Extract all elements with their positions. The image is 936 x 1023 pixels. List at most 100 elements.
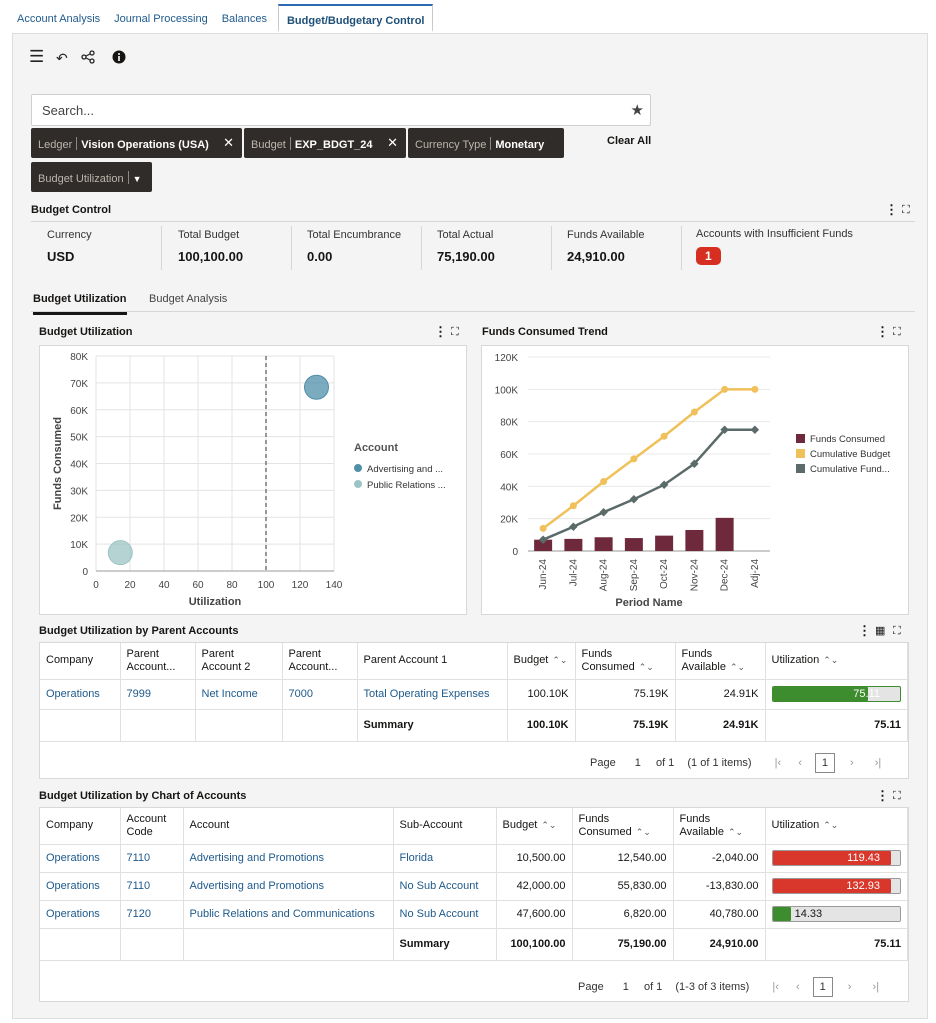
filter-chip-currency-type[interactable]: Currency Type Monetary	[408, 128, 564, 158]
y-tick-label: 70K	[70, 379, 88, 390]
page-input[interactable]: 1	[634, 757, 641, 769]
first-page-icon[interactable]: |‹	[772, 981, 779, 993]
tab-budget-utilization[interactable]: Budget Utilization	[33, 293, 127, 315]
undo-icon[interactable]: ↶	[56, 50, 68, 66]
col-budget[interactable]: Budget ⌃⌄	[507, 643, 576, 680]
col-utilization[interactable]: Utilization ⌃⌄	[765, 643, 908, 680]
budget-cell: 42,000.00	[496, 872, 573, 901]
clear-all-link[interactable]: Clear All	[607, 135, 652, 147]
parent-accounts-table: Company Parent Account... Parent Account…	[40, 643, 908, 742]
account-code-link[interactable]: 7110	[120, 872, 184, 901]
col-parent-account-2[interactable]: Parent Account 2	[195, 643, 283, 680]
more-options-icon[interactable]: ⋮	[876, 788, 889, 803]
tab-budget-analysis[interactable]: Budget Analysis	[149, 293, 228, 305]
parent-account-1-link[interactable]: Total Operating Expenses	[357, 679, 508, 710]
account-link[interactable]: Advertising and Promotions	[183, 872, 394, 901]
table-view-icon[interactable]: ▦	[875, 625, 886, 637]
company-link[interactable]: Operations	[40, 679, 121, 710]
more-options-icon[interactable]: ⋮	[876, 324, 889, 339]
sort-icon[interactable]: ⌃⌄	[541, 820, 557, 831]
sub-account-link[interactable]: No Sub Account	[393, 900, 497, 929]
col-parent-account-3[interactable]: Parent Account...	[120, 643, 196, 680]
share-icon[interactable]	[81, 50, 95, 67]
current-page-button[interactable]: 1	[814, 753, 835, 773]
sort-icon[interactable]: ⌃⌄	[729, 661, 746, 672]
sort-icon[interactable]: ⌃⌄	[727, 826, 744, 837]
line-point	[751, 385, 759, 393]
parent-account-4-link[interactable]: 7000	[282, 679, 358, 710]
col-sub-account[interactable]: Sub-Account	[393, 808, 497, 845]
company-link[interactable]: Operations	[40, 872, 121, 901]
filter-chip-ledger[interactable]: Ledger Vision Operations (USA) ✕	[31, 128, 242, 158]
sort-icon[interactable]: ⌃⌄	[823, 820, 839, 831]
favorite-star-icon[interactable]: ★	[630, 102, 644, 119]
parent-account-3-link[interactable]: 7999	[120, 679, 196, 710]
sort-icon[interactable]: ⌃⌄	[638, 661, 654, 672]
filter-chip-budget-utilization[interactable]: Budget Utilization ▼	[31, 162, 152, 192]
page-input[interactable]: 1	[622, 981, 629, 993]
utilization-bar: 119.43	[771, 850, 901, 866]
empty-cell	[120, 709, 196, 742]
col-parent-account-4[interactable]: Parent Account...	[282, 643, 358, 680]
maximize-icon[interactable]: ⛶	[893, 625, 901, 637]
col-funds-consumed[interactable]: Funds Consumed ⌃⌄	[572, 808, 674, 845]
maximize-icon[interactable]: ⛶	[893, 790, 901, 802]
sub-account-link[interactable]: No Sub Account	[393, 872, 497, 901]
next-page-icon[interactable]: ›	[847, 981, 852, 993]
info-icon[interactable]	[112, 50, 126, 67]
remove-filter-icon[interactable]: ✕	[223, 135, 234, 150]
filter-value: Monetary	[495, 139, 545, 151]
more-options-icon[interactable]: ⋮	[858, 623, 871, 638]
maximize-icon[interactable]: ⛶	[902, 204, 910, 216]
last-page-icon[interactable]: ›|	[872, 981, 880, 993]
sort-icon[interactable]: ⌃⌄	[552, 655, 568, 666]
kpi-label: Currency	[47, 229, 92, 241]
account-link[interactable]: Advertising and Promotions	[183, 844, 394, 873]
sub-account-link[interactable]: Florida	[393, 844, 497, 873]
col-company[interactable]: Company	[40, 643, 121, 680]
col-parent-account-1[interactable]: Parent Account 1	[357, 643, 508, 680]
next-page-icon[interactable]: ›	[850, 757, 854, 769]
more-options-icon[interactable]: ⋮	[885, 202, 898, 217]
more-options-icon[interactable]: ⋮	[434, 324, 447, 339]
account-code-link[interactable]: 7110	[120, 844, 184, 873]
col-account[interactable]: Account	[183, 808, 394, 845]
col-funds-available[interactable]: Funds Available ⌃⌄	[673, 808, 766, 845]
col-utilization[interactable]: Utilization ⌃⌄	[765, 808, 908, 845]
remove-filter-icon[interactable]: ✕	[387, 135, 398, 150]
prev-page-icon[interactable]: ‹	[796, 981, 800, 993]
maximize-icon[interactable]: ⛶	[893, 326, 901, 338]
first-page-icon[interactable]: |‹	[774, 757, 782, 769]
company-link[interactable]: Operations	[40, 844, 121, 873]
trend-chart-card: 0 20K 40K 60K 80K 100K 120K Jun-24 Jul-24 Aug-24 S…	[481, 345, 909, 615]
x-tick-label: 20	[124, 580, 136, 591]
current-page-button[interactable]: 1	[812, 977, 833, 997]
maximize-icon[interactable]: ⛶	[451, 326, 459, 338]
account-code-link[interactable]: 7120	[120, 900, 184, 929]
tab-balances[interactable]: Balances	[221, 13, 267, 25]
x-tick-label: Aug-24	[599, 559, 610, 592]
prev-page-icon[interactable]: ‹	[798, 757, 802, 769]
hamburger-menu-icon[interactable]: ☰	[29, 47, 45, 66]
dropdown-icon[interactable]: ▼	[132, 174, 142, 184]
search-input[interactable]: Search... ★	[31, 94, 651, 126]
tab-account-analysis[interactable]: Account Analysis	[17, 13, 101, 25]
x-axis-label: Period Name	[615, 597, 682, 609]
company-link[interactable]: Operations	[40, 900, 121, 929]
x-tick-label: Adj-24	[750, 559, 761, 588]
parent-account-2-link[interactable]: Net Income	[195, 679, 283, 710]
filter-chip-budget[interactable]: Budget EXP_BDGT_24 ✕	[244, 128, 406, 158]
col-funds-available[interactable]: Funds Available ⌃⌄	[675, 643, 766, 680]
account-link[interactable]: Public Relations and Communications	[183, 900, 394, 929]
insufficient-funds-badge[interactable]: 1	[696, 247, 721, 265]
sort-icon[interactable]: ⌃⌄	[635, 826, 651, 837]
sort-icon[interactable]: ⌃⌄	[823, 655, 839, 666]
tab-journal-processing[interactable]: Journal Processing	[114, 13, 208, 25]
col-budget[interactable]: Budget ⌃⌄	[496, 808, 573, 845]
last-page-icon[interactable]: ›|	[874, 757, 882, 769]
col-account-code[interactable]: Account Code	[120, 808, 184, 845]
col-company[interactable]: Company	[40, 808, 121, 845]
col-label: Funds Available	[679, 812, 724, 838]
tab-budget-budgetary-control[interactable]: Budget/Budgetary Control	[277, 4, 434, 32]
col-funds-consumed[interactable]: Funds Consumed ⌃⌄	[575, 643, 676, 680]
